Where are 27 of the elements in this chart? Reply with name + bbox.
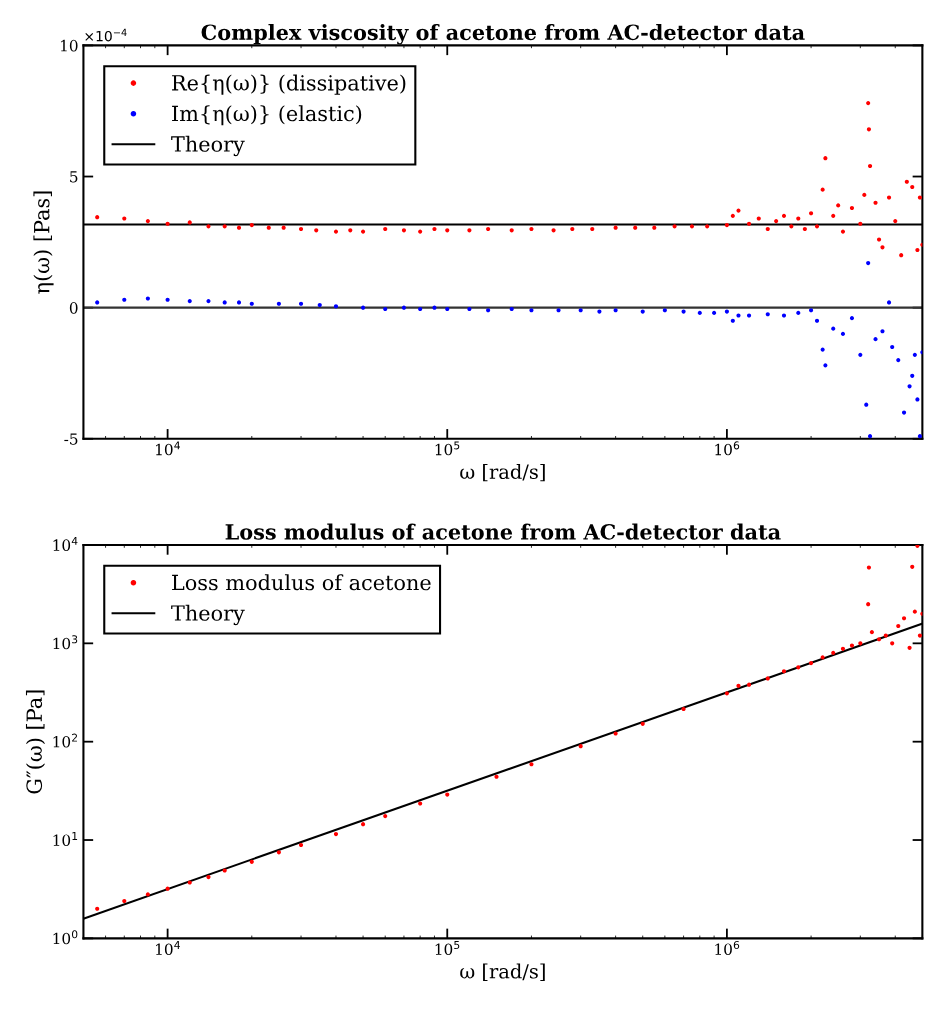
y-tick-label: -5 [64,433,78,445]
y-tick-label: 10$^{4}$ [53,537,78,551]
chart-title: Complex viscosity of acetone from AC-detector data [201,24,805,45]
legend-label: Theory [171,135,245,157]
y-tick-label: 10$^{0}$ [53,930,78,945]
chart-title: Loss modulus of acetone from AC-detector data [225,523,781,540]
y-tick-label: 10$^{3}$ [53,635,78,650]
x-axis-title: ω [rad/s] [460,463,545,482]
y-tick-label: 5 [70,171,78,183]
x-tick-label: 10$^{6}$ [715,940,740,955]
y-tick-label: 10$^{2}$ [53,733,77,748]
y-axis-title: η(ω) [Pas] [33,191,54,294]
text: ×10$^{−4}$ [85,28,127,42]
y-axis-title: G″(ω) [Pa] [25,690,46,794]
x-tick-label: 10$^{5}$ [435,441,460,456]
legend-label: Theory [171,604,245,626]
x-axis-title: ω [rad/s] [460,963,545,981]
x-tick-label: 10$^{4}$ [156,441,180,456]
y-tick-label: 10 [60,39,78,52]
y-tick-label: 0 [69,302,78,314]
legend-label: Im{η(ω)} (elastic) [172,105,362,126]
x-tick-label: 10$^{4}$ [156,941,180,955]
y-tick-label: 10$^{1}$ [53,832,78,846]
legend-label: Re{η(ω)} (dissipative) [172,74,406,95]
x-tick-label: 10$^{5}$ [435,941,460,955]
x-tick-label: 10$^{6}$ [715,441,740,456]
legend-label: Loss modulus of acetone [172,574,431,591]
